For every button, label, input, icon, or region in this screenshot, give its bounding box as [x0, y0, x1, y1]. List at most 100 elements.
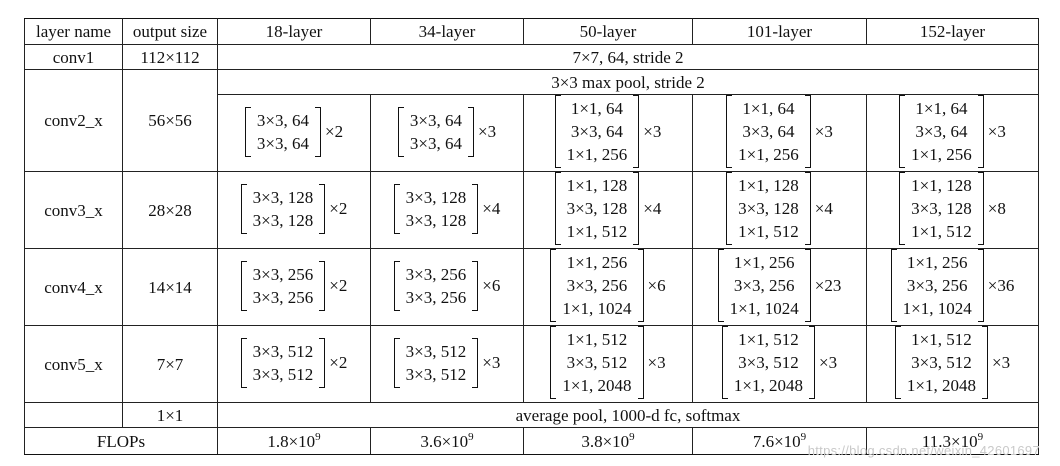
block-cell: 1×1, 128 3×3, 128 1×1, 512 ×4 — [692, 171, 867, 249]
final-row: 1×1 average pool, 1000-d fc, softmax — [24, 402, 1039, 428]
layer-lines: 3×3, 64 3×3, 64 — [257, 107, 309, 157]
left-bracket — [240, 260, 247, 311]
residual-block: 1×1, 128 3×3, 128 1×1, 512 ×4 — [554, 172, 661, 245]
layer-spec: 3×3, 128 — [566, 199, 628, 218]
bracket-group: 1×1, 512 3×3, 512 1×1, 2048 — [894, 326, 988, 399]
layer-lines: 1×1, 128 3×3, 128 1×1, 512 — [567, 172, 628, 245]
final-output-size: 1×1 — [122, 402, 218, 428]
final-name-empty — [24, 402, 123, 428]
right-bracket — [472, 183, 479, 234]
residual-block: 1×1, 256 3×3, 256 1×1, 1024 ×36 — [890, 249, 1014, 322]
layer-spec: 3×3, 512 — [405, 364, 467, 384]
block-multiplier: ×8 — [987, 199, 1006, 218]
left-bracket — [890, 249, 897, 322]
bracket-group: 1×1, 64 3×3, 64 1×1, 256 — [899, 95, 984, 168]
left-bracket — [726, 95, 733, 168]
layer-lines: 1×1, 512 3×3, 512 1×1, 2048 — [734, 326, 803, 399]
block-multiplier: ×6 — [482, 276, 501, 295]
layer-lines: 1×1, 256 3×3, 256 1×1, 1024 — [730, 249, 799, 322]
residual-block: 3×3, 128 3×3, 128 ×2 — [240, 183, 348, 234]
block-multiplier: ×3 — [814, 122, 833, 141]
residual-block: 1×1, 512 3×3, 512 1×1, 2048 ×3 — [721, 326, 838, 399]
layer-spec: 3×3, 256 — [405, 287, 467, 307]
left-bracket — [894, 326, 901, 399]
block-multiplier: ×4 — [814, 199, 833, 218]
block-cell: 1×1, 64 3×3, 64 1×1, 256 ×3 — [866, 94, 1039, 172]
layer-spec: 3×3, 128 — [405, 210, 467, 230]
block-multiplier: ×3 — [819, 353, 838, 372]
block-cell: 1×1, 512 3×3, 512 1×1, 2048 ×3 — [523, 325, 693, 403]
layer-spec: 3×3, 256 — [733, 276, 795, 295]
layer-spec: 1×1, 128 — [566, 176, 628, 195]
stage-name: conv3_x — [24, 171, 123, 249]
header-output-size: output size — [122, 18, 218, 45]
block-cell: 1×1, 128 3×3, 128 1×1, 512 ×4 — [523, 171, 693, 249]
right-bracket — [982, 326, 988, 399]
bracket-group: 1×1, 512 3×3, 512 1×1, 2048 — [550, 326, 644, 399]
layer-spec: 1×1, 256 — [738, 145, 799, 164]
layer-lines: 3×3, 64 3×3, 64 — [410, 107, 462, 157]
residual-block: 1×1, 64 3×3, 64 1×1, 256 ×3 — [726, 95, 833, 168]
layer-spec: 1×1, 2048 — [906, 376, 976, 395]
layer-spec: 1×1, 512 — [738, 222, 799, 241]
residual-block: 3×3, 256 3×3, 256 ×2 — [240, 260, 347, 311]
residual-block: 3×3, 512 3×3, 512 ×3 — [393, 337, 500, 388]
layer-spec: 1×1, 64 — [915, 99, 968, 118]
block-multiplier: ×3 — [987, 122, 1006, 141]
final-spec: average pool, 1000-d fc, softmax — [217, 402, 1039, 428]
left-bracket — [393, 260, 400, 311]
layer-spec: 3×3, 128 — [405, 187, 467, 207]
layer-lines: 1×1, 64 3×3, 64 1×1, 256 — [738, 95, 799, 168]
right-bracket — [804, 95, 811, 168]
layer-spec: 3×3, 512 — [252, 341, 314, 361]
residual-block: 1×1, 128 3×3, 128 1×1, 512 ×8 — [899, 172, 1006, 245]
stage-output-size: 28×28 — [122, 171, 218, 249]
layer-spec: 3×3, 256 — [252, 287, 314, 307]
layer-spec: 3×3, 512 — [738, 353, 799, 372]
layer-spec: 1×1, 128 — [911, 176, 972, 195]
layer-lines: 1×1, 128 3×3, 128 1×1, 512 — [911, 172, 972, 245]
block-cell: 3×3, 256 3×3, 256 ×2 — [217, 248, 371, 326]
right-bracket — [319, 337, 326, 388]
conv1-name: conv1 — [24, 44, 123, 70]
layer-spec: 1×1, 256 — [733, 253, 795, 272]
stage-row: conv3_x 28×28 3×3, 128 3×3, 128 ×2 3×3, 128… — [24, 171, 1039, 249]
block-cell: 3×3, 128 3×3, 128 ×2 — [217, 171, 371, 249]
residual-block: 3×3, 512 3×3, 512 ×2 — [240, 337, 347, 388]
layer-spec: 3×3, 64 — [256, 110, 309, 130]
layer-spec: 3×3, 256 — [252, 264, 314, 284]
block-cell: 1×1, 64 3×3, 64 1×1, 256 ×3 — [523, 94, 693, 172]
bracket-group: 3×3, 64 3×3, 64 — [244, 106, 321, 157]
layer-lines: 1×1, 512 3×3, 512 1×1, 2048 — [907, 326, 976, 399]
left-bracket — [721, 326, 728, 399]
block-multiplier: ×3 — [992, 353, 1011, 372]
block-cell: 1×1, 512 3×3, 512 1×1, 2048 ×3 — [692, 325, 867, 403]
layer-spec: 1×1, 2048 — [733, 376, 803, 395]
conv1-spec: 7×7, 64, stride 2 — [217, 44, 1039, 70]
flops-value: 7.6×109 — [692, 427, 867, 455]
max-pool-spec: 3×3 max pool, stride 2 — [217, 69, 1039, 95]
layer-lines: 1×1, 256 3×3, 256 1×1, 1024 — [562, 249, 631, 322]
flops-exponent: 9 — [468, 430, 474, 443]
layer-lines: 3×3, 512 3×3, 512 — [253, 338, 314, 388]
block-multiplier: ×2 — [325, 122, 344, 141]
block-multiplier: ×2 — [329, 199, 348, 218]
bracket-group: 3×3, 128 3×3, 128 — [393, 183, 479, 234]
left-bracket — [240, 337, 247, 388]
left-bracket — [717, 249, 724, 322]
layer-spec: 3×3, 64 — [409, 133, 462, 153]
right-bracket — [319, 183, 326, 234]
layer-spec: 1×1, 512 — [911, 222, 972, 241]
flops-mantissa: 1.8×10 — [267, 431, 316, 451]
left-bracket — [899, 95, 906, 168]
layer-spec: 1×1, 512 — [738, 330, 799, 349]
bracket-group: 3×3, 256 3×3, 256 — [393, 260, 479, 311]
bracket-group: 3×3, 256 3×3, 256 — [240, 260, 326, 311]
layer-lines: 3×3, 256 3×3, 256 — [253, 261, 314, 311]
residual-block: 1×1, 256 3×3, 256 1×1, 1024 ×23 — [717, 249, 841, 322]
right-bracket — [809, 326, 815, 399]
header-152-layer: 152-layer — [866, 18, 1039, 45]
layer-spec: 3×3, 64 — [570, 122, 623, 141]
right-bracket — [637, 326, 644, 399]
stage-name: conv5_x — [24, 325, 123, 403]
